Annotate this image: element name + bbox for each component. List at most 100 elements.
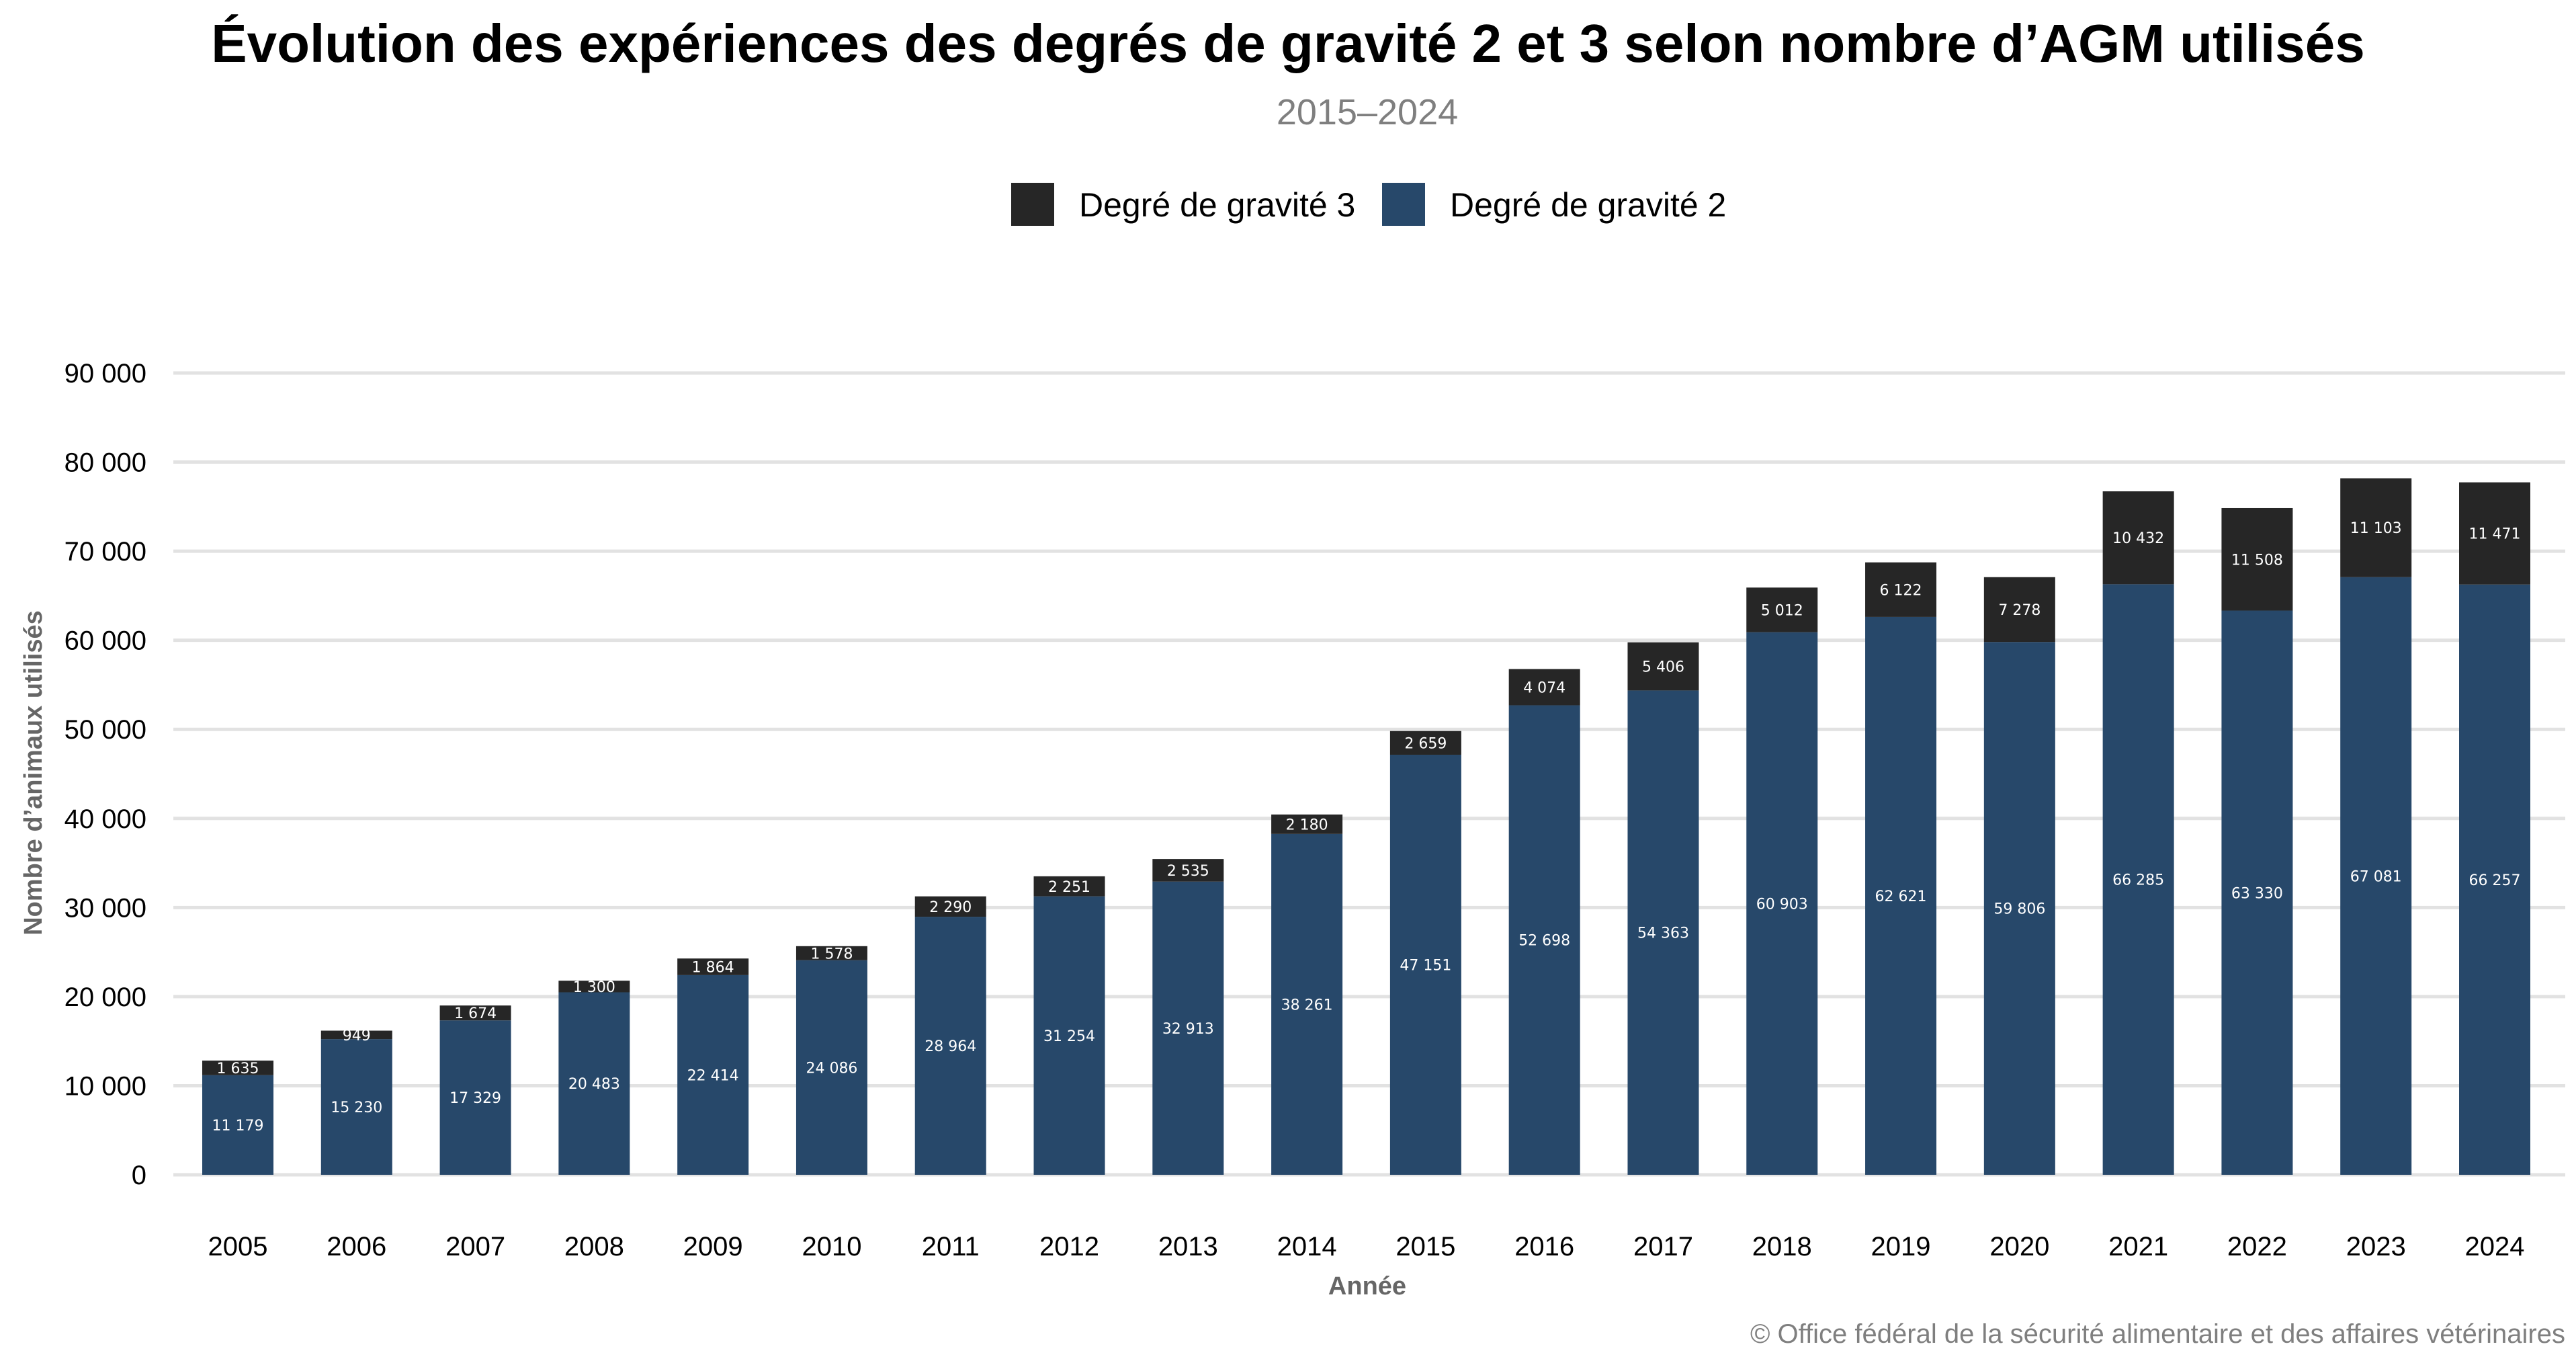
bar-gravite-3-2007 (439, 1005, 511, 1021)
data-label-gravite-2: 47 151 (1400, 957, 1451, 974)
bar-gravite-2-2017 (1627, 690, 1699, 1175)
bar-gravite-3-2019 (1865, 562, 1937, 617)
y-tick-label: 80 000 (65, 448, 146, 478)
data-label-gravite-3: 949 (343, 1028, 371, 1044)
data-label-gravite-3: 11 103 (2350, 520, 2402, 537)
x-tick-label: 2016 (1514, 1232, 1574, 1261)
data-label-gravite-3: 5 406 (1642, 659, 1684, 676)
data-label-gravite-3: 2 251 (1048, 879, 1090, 896)
data-label-gravite-3: 11 471 (2469, 526, 2521, 543)
data-label-gravite-3: 11 508 (2231, 552, 2283, 569)
bar-gravite-2-2015 (1389, 754, 1461, 1175)
legend-label-gravite-3: Degré de gravité 3 (1079, 186, 1355, 224)
x-tick-label: 2006 (327, 1232, 386, 1261)
bar-gravite-3-2020 (1983, 577, 2055, 643)
chart-title: Évolution des expériences des degrés de … (211, 13, 2364, 73)
data-label-gravite-2: 11 179 (212, 1118, 264, 1134)
y-tick-label: 20 000 (65, 983, 146, 1012)
data-label-gravite-2: 60 903 (1756, 896, 1808, 913)
data-label-gravite-2: 22 414 (687, 1067, 739, 1084)
bar-gravite-2-2010 (796, 960, 867, 1175)
bar-gravite-3-2008 (558, 981, 630, 993)
x-tick-label: 2008 (564, 1232, 624, 1261)
y-tick-label: 0 (132, 1161, 146, 1190)
data-label-gravite-2: 31 254 (1043, 1028, 1095, 1045)
y-tick-label: 40 000 (65, 804, 146, 834)
chart-subtitle: 2015–2024 (1277, 92, 1458, 132)
data-label-gravite-3: 7 278 (1998, 602, 2041, 619)
data-label-gravite-2: 24 086 (806, 1060, 857, 1077)
bar-gravite-3-2016 (1508, 669, 1580, 706)
x-tick-label: 2017 (1633, 1232, 1693, 1261)
y-tick-label: 10 000 (65, 1071, 146, 1101)
data-label-gravite-3: 1 300 (573, 979, 615, 996)
gridlines (173, 371, 2565, 1177)
data-label-gravite-3: 1 864 (692, 960, 734, 977)
data-label-gravite-2: 59 806 (1993, 901, 2045, 918)
bar-gravite-2-2005 (202, 1075, 273, 1175)
x-tick-label: 2010 (802, 1232, 861, 1261)
y-axis-ticks: 0 10 000 20 000 30 000 40 000 50 000 60 000 70 … (65, 359, 146, 1190)
data-label-gravite-3: 2 659 (1404, 735, 1447, 752)
x-tick-label: 2018 (1752, 1232, 1812, 1261)
bar-gravite-2-2024 (2459, 584, 2530, 1175)
data-label-gravite-3: 6 122 (1880, 582, 1922, 599)
bar-gravite-2-2006 (320, 1039, 392, 1175)
data-label-gravite-2: 54 363 (1637, 925, 1689, 942)
data-label-gravite-2: 52 698 (1518, 933, 1570, 950)
x-tick-label: 2019 (1871, 1232, 1931, 1261)
bar-gravite-3-2023 (2340, 478, 2412, 577)
legend-swatch-gravite-3 (1011, 183, 1054, 226)
data-label-gravite-2: 17 329 (449, 1090, 501, 1107)
x-tick-label: 2020 (1989, 1232, 2049, 1261)
caption: © Office fédéral de la sécurité alimenta… (1750, 1319, 2565, 1349)
bar-gravite-3-2014 (1271, 814, 1343, 834)
bar-gravite-3-2005 (202, 1061, 273, 1075)
bar-gravite-2-2023 (2340, 577, 2412, 1175)
x-tick-label: 2014 (1277, 1232, 1337, 1261)
bar-gravite-2-2008 (558, 992, 630, 1175)
bar-gravite-2-2007 (439, 1020, 511, 1175)
data-label-gravite-2: 38 261 (1281, 997, 1333, 1013)
data-label-gravite-2: 66 285 (2112, 872, 2164, 889)
bar-gravite-2-2012 (1033, 896, 1105, 1175)
bars: 11 179 1 635 15 230 949 17 329 1 674 20 483 1 3… (202, 478, 2530, 1175)
y-tick-label: 50 000 (65, 715, 146, 745)
x-tick-label: 2023 (2346, 1232, 2406, 1261)
y-tick-label: 70 000 (65, 537, 146, 567)
data-label-gravite-2: 20 483 (568, 1076, 620, 1093)
x-tick-label: 2022 (2227, 1232, 2287, 1261)
y-tick-label: 30 000 (65, 893, 146, 923)
data-label-gravite-2: 63 330 (2231, 885, 2283, 902)
bar-gravite-3-2011 (914, 896, 986, 917)
x-tick-label: 2011 (922, 1232, 980, 1261)
legend: Degré de gravité 3 Degré de gravité 2 (1011, 183, 1726, 226)
data-label-gravite-3: 4 074 (1523, 679, 1565, 696)
bar-gravite-3-2018 (1746, 587, 1818, 632)
x-tick-label: 2007 (445, 1232, 505, 1261)
bar-gravite-2-2014 (1271, 833, 1343, 1175)
x-tick-label: 2012 (1039, 1232, 1099, 1261)
bar-gravite-3-2009 (677, 958, 749, 975)
x-axis-label: Année (1328, 1272, 1406, 1300)
data-label-gravite-3: 1 635 (217, 1061, 259, 1077)
data-label-gravite-2: 32 913 (1162, 1021, 1214, 1038)
x-tick-label: 2005 (208, 1232, 268, 1261)
y-axis-label: Nombre d’animaux utilisés (19, 610, 48, 936)
bar-gravite-3-2013 (1152, 859, 1224, 882)
bar-gravite-2-2011 (914, 917, 986, 1175)
bar-gravite-3-2006 (320, 1030, 392, 1040)
bar-gravite-2-2019 (1865, 616, 1937, 1175)
bar-gravite-2-2020 (1983, 642, 2055, 1175)
data-label-gravite-3: 2 535 (1167, 863, 1209, 880)
bar-gravite-2-2022 (2221, 610, 2293, 1175)
bar-gravite-2-2013 (1152, 881, 1224, 1175)
data-label-gravite-2: 66 257 (2469, 872, 2521, 889)
x-tick-label: 2015 (1396, 1232, 1455, 1261)
x-axis-ticks: 2005 2006 2007 2008 2009 2010 2011 2012 2013 2014… (208, 1232, 2525, 1261)
legend-swatch-gravite-2 (1382, 183, 1425, 226)
data-label-gravite-3: 10 432 (2112, 530, 2164, 547)
x-tick-label: 2021 (2108, 1232, 2168, 1261)
data-label-gravite-3: 1 578 (810, 946, 853, 962)
bar-gravite-3-2010 (796, 946, 867, 960)
